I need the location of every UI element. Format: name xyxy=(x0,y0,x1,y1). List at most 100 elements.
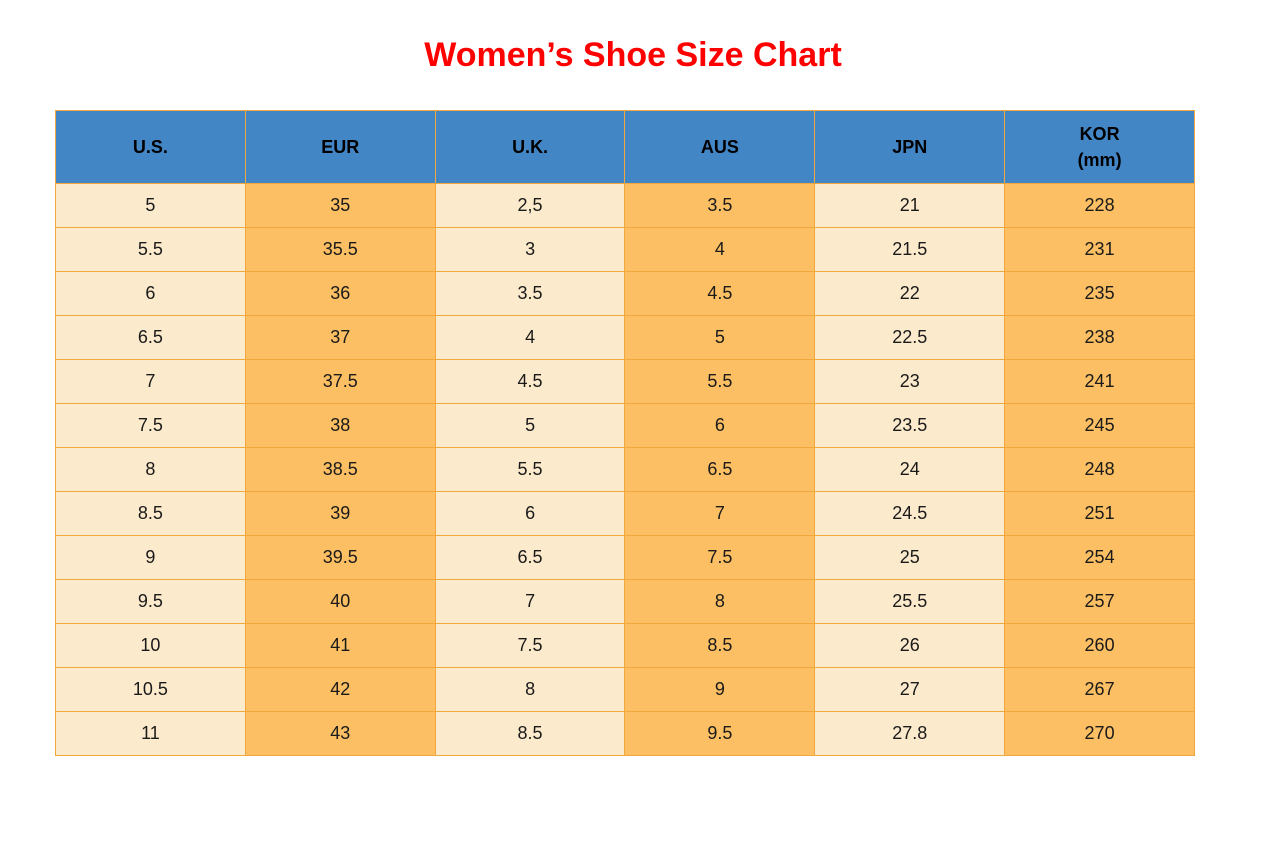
table-cell: 235 xyxy=(1004,271,1195,316)
table-cell: 5 xyxy=(434,403,626,448)
column-header-label: U.K. xyxy=(512,136,549,157)
table-cell: 38.5 xyxy=(244,447,436,492)
column-header-aus: AUS xyxy=(624,110,816,184)
table-cell: 7 xyxy=(434,579,626,624)
table-cell: 21.5 xyxy=(814,227,1006,272)
table-cell: 8 xyxy=(624,579,816,624)
column-header-sublabel: (mm) xyxy=(1077,150,1122,170)
column-header-eur: EUR xyxy=(244,110,436,184)
table-cell: 10 xyxy=(55,623,246,668)
table-cell: 7.5 xyxy=(434,623,626,668)
table-row: 7 37.5 4.5 5.5 23 241 xyxy=(55,359,1195,404)
table-cell: 5.5 xyxy=(434,447,626,492)
table-cell: 26 xyxy=(814,623,1006,668)
table-cell: 6.5 xyxy=(624,447,816,492)
column-header-u-s: U.S. xyxy=(55,110,246,184)
column-header-label: EUR xyxy=(321,136,360,157)
table-cell: 40 xyxy=(244,579,436,624)
table-cell: 7.5 xyxy=(624,535,816,580)
table-row: 6 36 3.5 4.5 22 235 xyxy=(55,271,1195,316)
table-cell: 23 xyxy=(814,359,1006,404)
table-row: 5.5 35.5 3 4 21.5 231 xyxy=(55,227,1195,272)
table-cell: 9.5 xyxy=(624,711,816,756)
table-cell: 251 xyxy=(1004,491,1195,536)
column-header-label: KOR xyxy=(1079,123,1120,144)
column-header-label: U.S. xyxy=(132,136,168,157)
table-cell: 7 xyxy=(55,359,246,404)
column-header-label: JPN xyxy=(892,136,928,157)
table-cell: 36 xyxy=(244,271,436,316)
table-cell: 42 xyxy=(244,667,436,712)
table-cell: 238 xyxy=(1004,315,1195,360)
table-cell: 6.5 xyxy=(55,315,246,360)
table-cell: 41 xyxy=(244,623,436,668)
table-cell: 2,5 xyxy=(434,183,626,228)
column-header-label: AUS xyxy=(700,136,739,157)
table-cell: 8 xyxy=(434,667,626,712)
table-cell: 7.5 xyxy=(55,403,246,448)
table-row: 7.5 38 5 6 23.5 245 xyxy=(55,403,1195,448)
table-row: 5 35 2,5 3.5 21 228 xyxy=(55,183,1195,228)
table-cell: 254 xyxy=(1004,535,1195,580)
size-table: U.S. EUR U.K. AUS JPN KOR (mm) 5 35 2,5 3.5 21 228 5… xyxy=(55,110,1195,756)
table-cell: 37.5 xyxy=(244,359,436,404)
column-header-jpn: JPN xyxy=(814,110,1006,184)
table-cell: 25 xyxy=(814,535,1006,580)
table-cell: 228 xyxy=(1004,183,1195,228)
table-cell: 4.5 xyxy=(434,359,626,404)
table-cell: 22.5 xyxy=(814,315,1006,360)
table-cell: 6 xyxy=(624,403,816,448)
table-cell: 9 xyxy=(55,535,246,580)
table-cell: 39.5 xyxy=(244,535,436,580)
table-cell: 267 xyxy=(1004,667,1195,712)
table-cell: 5 xyxy=(624,315,816,360)
table-cell: 8.5 xyxy=(434,711,626,756)
table-cell: 27.8 xyxy=(814,711,1006,756)
table-cell: 11 xyxy=(55,711,246,756)
table-cell: 257 xyxy=(1004,579,1195,624)
table-row: 10 41 7.5 8.5 26 260 xyxy=(55,623,1195,668)
header-row: U.S. EUR U.K. AUS JPN KOR (mm) xyxy=(55,110,1195,184)
table-cell: 4.5 xyxy=(624,271,816,316)
table-cell: 8.5 xyxy=(55,491,246,536)
table-cell: 6 xyxy=(55,271,246,316)
table-cell: 3 xyxy=(434,227,626,272)
table-cell: 9 xyxy=(624,667,816,712)
table-cell: 3.5 xyxy=(434,271,626,316)
table-cell: 5 xyxy=(55,183,246,228)
table-body: 5 35 2,5 3.5 21 228 5.5 35.5 3 4 21.5 231 6 36 3.5 4.5 2… xyxy=(55,183,1195,756)
table-cell: 241 xyxy=(1004,359,1195,404)
table-cell: 5.5 xyxy=(624,359,816,404)
table-cell: 35.5 xyxy=(244,227,436,272)
table-cell: 4 xyxy=(624,227,816,272)
table-cell: 27 xyxy=(814,667,1006,712)
table-cell: 8.5 xyxy=(624,623,816,668)
table-cell: 24.5 xyxy=(814,491,1006,536)
table-cell: 7 xyxy=(624,491,816,536)
table-cell: 25.5 xyxy=(814,579,1006,624)
table-row: 10.5 42 8 9 27 267 xyxy=(55,667,1195,712)
table-cell: 5.5 xyxy=(55,227,246,272)
table-cell: 245 xyxy=(1004,403,1195,448)
table-cell: 3.5 xyxy=(624,183,816,228)
table-cell: 4 xyxy=(434,315,626,360)
table-cell: 270 xyxy=(1004,711,1195,756)
table-cell: 6 xyxy=(434,491,626,536)
table-cell: 9.5 xyxy=(55,579,246,624)
table-cell: 260 xyxy=(1004,623,1195,668)
table-cell: 37 xyxy=(244,315,436,360)
column-header-u-k: U.K. xyxy=(434,110,626,184)
table-cell: 22 xyxy=(814,271,1006,316)
table-cell: 248 xyxy=(1004,447,1195,492)
table-cell: 6.5 xyxy=(434,535,626,580)
table-cell: 35 xyxy=(244,183,436,228)
page-title: Women’s Shoe Size Chart xyxy=(424,36,842,74)
table-row: 8 38.5 5.5 6.5 24 248 xyxy=(55,447,1195,492)
table-cell: 24 xyxy=(814,447,1006,492)
table-cell: 43 xyxy=(244,711,436,756)
table-cell: 39 xyxy=(244,491,436,536)
table-cell: 38 xyxy=(244,403,436,448)
table-row: 9.5 40 7 8 25.5 257 xyxy=(55,579,1195,624)
table-header: U.S. EUR U.K. AUS JPN KOR (mm) xyxy=(55,110,1195,184)
